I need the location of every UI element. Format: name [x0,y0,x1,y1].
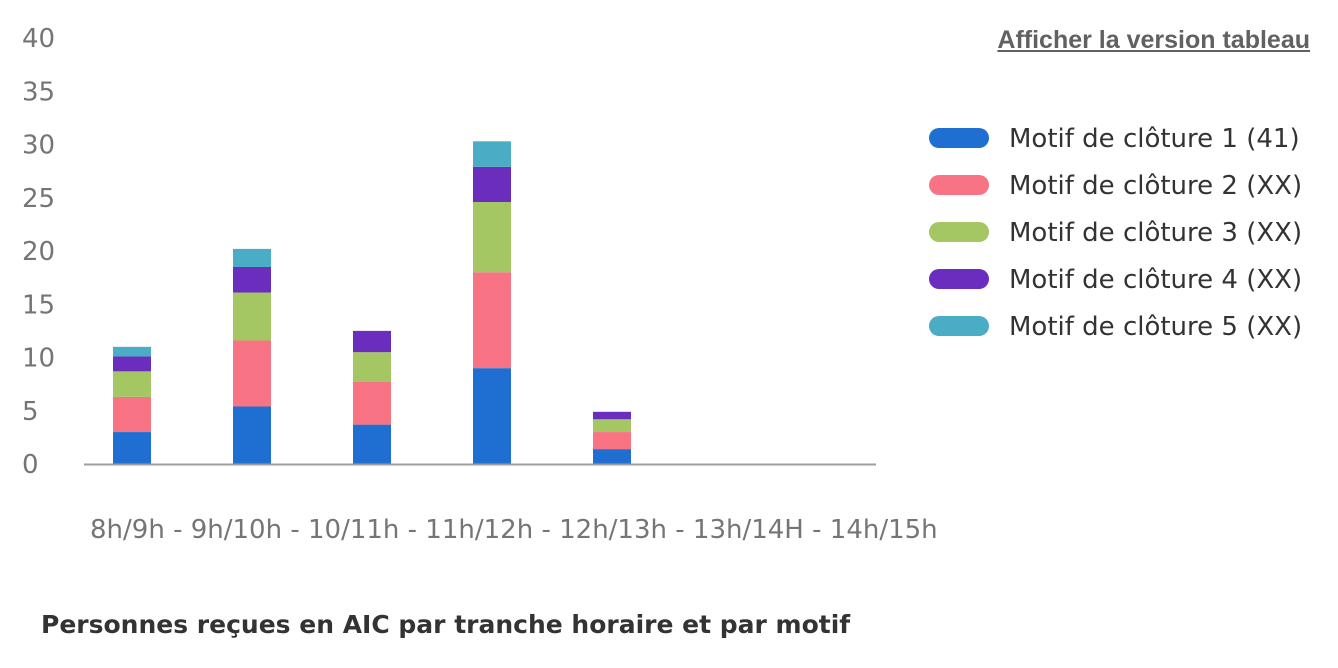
bars [113,141,631,464]
x-tick-label: 10/11h - [300,515,417,545]
bar-segment-motif-5[interactable] [113,346,151,357]
bar-segment-motif-4[interactable] [113,356,151,372]
legend-label-motif-4[interactable]: Motif de clôture 4 (XX) [1009,265,1302,295]
bar-segment-motif-3[interactable] [113,371,151,397]
x-tick-label: 14h/15h [822,515,938,545]
bar-segment-motif-1[interactable] [233,406,271,464]
x-tick-label: 11h/12h - [417,515,551,545]
legend-swatch-motif-3 [929,222,989,242]
y-tick-label: 15 [22,290,55,320]
bar-segment-motif-4[interactable] [353,330,391,353]
legend-label-motif-2[interactable]: Motif de clôture 2 (XX) [1009,171,1302,201]
bar-segment-motif-2[interactable] [233,340,271,407]
bar-segment-motif-2[interactable] [353,381,391,425]
bar-segment-motif-3[interactable] [233,292,271,341]
bar-segment-motif-5[interactable] [473,141,511,167]
bar-segment-motif-3[interactable] [593,419,631,433]
bar-segment-motif-2[interactable] [473,272,511,369]
show-table-link[interactable]: Afficher la version tableau [997,26,1310,54]
legend-label-motif-5[interactable]: Motif de clôture 5 (XX) [1009,312,1302,342]
bar-segment-motif-1[interactable] [353,424,391,464]
y-tick-label: 0 [22,450,39,480]
bar-segment-motif-1[interactable] [593,449,631,464]
y-tick-label: 5 [22,397,39,427]
y-tick-label: 20 [22,237,55,267]
y-tick-label: 30 [22,131,55,161]
legend-swatch-motif-1 [929,128,989,148]
bar-segment-motif-3[interactable] [353,352,391,382]
legend: Motif de clôture 1 (41) Motif de clôture … [929,124,1302,342]
y-tick-label: 35 [22,77,55,107]
bar-segment-motif-4[interactable] [233,266,271,293]
bar-segment-motif-1[interactable] [113,432,151,464]
bar-segment-motif-2[interactable] [113,396,151,433]
x-tick-label: 9h/10h - [182,515,299,545]
legend-swatch-motif-4 [929,269,989,289]
bar-segment-motif-4[interactable] [473,166,511,203]
legend-label-motif-3[interactable]: Motif de clôture 3 (XX) [1009,218,1302,248]
y-axis-ticks: 0 5 10 15 20 25 30 35 40 [22,24,55,480]
x-axis-tick-labels: 8h/9h - 9h/10h - 10/11h - 11h/12h - 12h/… [90,515,938,545]
legend-swatch-motif-5 [929,316,989,336]
bar-segment-motif-2[interactable] [593,432,631,450]
bar-segment-motif-5[interactable] [233,248,271,267]
chart-caption: Personnes reçues en AIC par tranche hora… [41,610,851,639]
x-tick-label: 13h/14H - [685,515,822,545]
legend-label-motif-1[interactable]: Motif de clôture 1 (41) [1009,124,1300,154]
y-tick-label: 40 [22,24,55,54]
legend-swatch-motif-2 [929,175,989,195]
bar-segment-motif-3[interactable] [473,202,511,273]
y-tick-label: 25 [22,184,55,214]
x-tick-label: 12h/13h - [551,515,685,545]
x-tick-label: 8h/9h - [90,515,182,545]
bar-segment-motif-4[interactable] [593,411,631,420]
bar-segment-motif-1[interactable] [473,368,511,464]
y-tick-label: 10 [22,344,55,374]
